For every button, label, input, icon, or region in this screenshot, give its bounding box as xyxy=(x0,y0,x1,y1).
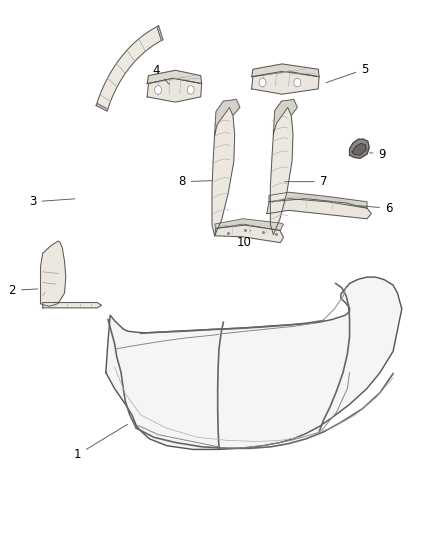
Text: 5: 5 xyxy=(326,63,368,83)
Polygon shape xyxy=(147,70,201,84)
Text: 3: 3 xyxy=(29,195,75,208)
Polygon shape xyxy=(147,78,201,102)
Polygon shape xyxy=(157,26,163,41)
Polygon shape xyxy=(269,192,367,208)
Polygon shape xyxy=(96,26,163,111)
Circle shape xyxy=(187,86,194,94)
Text: 9: 9 xyxy=(370,148,386,160)
Polygon shape xyxy=(350,139,369,158)
Text: 8: 8 xyxy=(178,175,212,188)
Text: 4: 4 xyxy=(152,64,169,84)
Circle shape xyxy=(259,78,266,87)
Text: 6: 6 xyxy=(359,201,392,215)
Polygon shape xyxy=(215,225,283,243)
Polygon shape xyxy=(106,277,402,449)
Circle shape xyxy=(294,78,301,87)
Polygon shape xyxy=(252,64,319,77)
Text: 7: 7 xyxy=(285,175,327,188)
Polygon shape xyxy=(212,108,235,236)
Polygon shape xyxy=(215,100,240,135)
Polygon shape xyxy=(41,241,66,306)
Polygon shape xyxy=(43,303,102,308)
Text: 1: 1 xyxy=(74,424,127,461)
Polygon shape xyxy=(96,103,108,111)
Polygon shape xyxy=(252,71,319,94)
Polygon shape xyxy=(273,100,297,134)
Polygon shape xyxy=(267,199,371,219)
Polygon shape xyxy=(215,219,283,230)
Text: 2: 2 xyxy=(8,284,38,297)
Polygon shape xyxy=(270,108,293,235)
Circle shape xyxy=(155,86,162,94)
Text: 10: 10 xyxy=(237,230,252,249)
Polygon shape xyxy=(352,143,366,155)
